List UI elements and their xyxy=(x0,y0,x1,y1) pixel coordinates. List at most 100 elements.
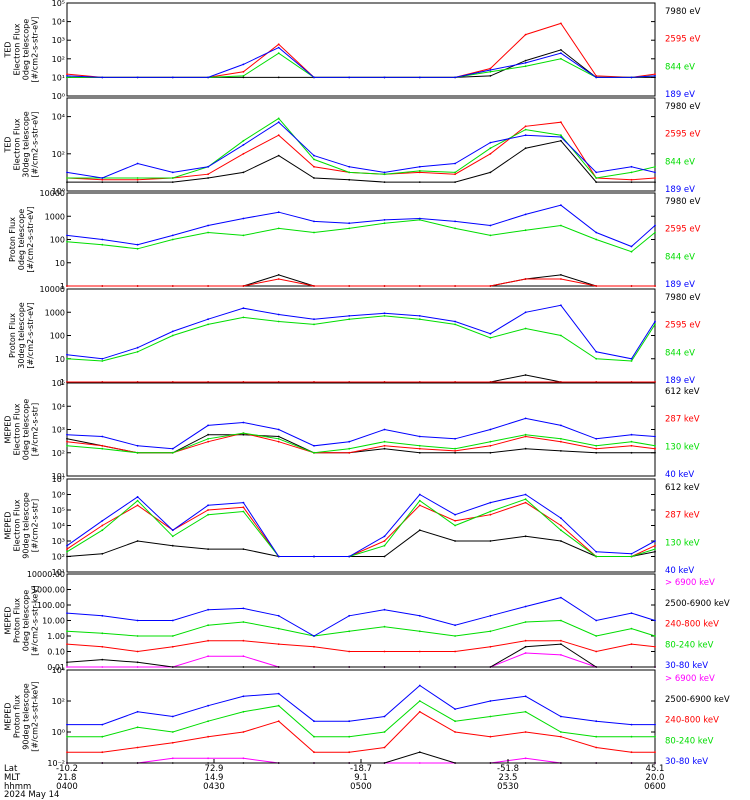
data-point xyxy=(595,381,598,383)
data-point xyxy=(277,666,280,668)
data-point xyxy=(524,498,527,501)
data-point xyxy=(207,655,210,658)
panel-frame xyxy=(66,97,656,192)
data-point xyxy=(242,710,245,713)
y-tick-label: 10000.00 xyxy=(27,570,65,579)
data-point xyxy=(524,710,527,713)
data-point xyxy=(348,451,351,454)
data-point xyxy=(66,751,68,754)
data-point xyxy=(630,360,633,362)
data-point xyxy=(348,381,351,383)
data-point xyxy=(524,639,527,642)
legend-label: > 6900 keV xyxy=(665,578,715,588)
data-point xyxy=(654,645,656,648)
data-point xyxy=(348,447,351,450)
data-point xyxy=(171,451,174,454)
data-point xyxy=(207,440,210,443)
data-point xyxy=(136,444,139,447)
data-point xyxy=(101,177,104,179)
data-point xyxy=(595,350,598,353)
data-point xyxy=(630,627,633,630)
y-axis-label-line: [#/cm2-s-str-eV] xyxy=(31,16,40,82)
data-point xyxy=(560,49,562,51)
data-point xyxy=(171,731,174,733)
legend-label: 2500-6900 keV xyxy=(665,695,730,705)
legend-label: 189 eV xyxy=(665,185,695,195)
data-point xyxy=(242,307,245,310)
data-point xyxy=(454,524,456,527)
data-point xyxy=(348,315,351,317)
data-point xyxy=(454,447,456,450)
data-point xyxy=(524,59,527,62)
data-point xyxy=(524,381,527,383)
data-point xyxy=(101,666,104,668)
panel-7: 0.01 0.10 1.00 10.00 100.00 1000.00 10000.00 ME… xyxy=(4,570,730,672)
data-point xyxy=(242,285,245,287)
data-point xyxy=(595,746,598,749)
data-point xyxy=(66,76,68,79)
data-point xyxy=(171,76,174,79)
footer-group: Lat -10.2 72.9 -18.7 -51.8 45.1 MLT 21.8 14.9 9.1… xyxy=(4,759,666,800)
data-point xyxy=(560,619,562,622)
data-point xyxy=(383,666,386,668)
y-axis-label-line: Electron Flux xyxy=(13,403,22,455)
data-point xyxy=(595,447,598,450)
data-point xyxy=(383,535,386,538)
y-tick-label: 10⁰ xyxy=(52,728,65,737)
data-point xyxy=(524,695,527,698)
data-point xyxy=(136,381,139,383)
y-axis-label: MEPEDProton Flux0deg telescope[#/cm2-s-s… xyxy=(4,585,40,656)
row-value: 0500 xyxy=(350,782,372,792)
series-line-4 xyxy=(66,204,656,248)
series-line-2 xyxy=(66,432,656,454)
series-line-1 xyxy=(66,529,656,557)
data-point xyxy=(171,334,174,337)
data-point xyxy=(454,227,456,230)
data-point xyxy=(348,614,351,617)
y-tick-label: 100 xyxy=(50,236,65,245)
data-point xyxy=(524,125,527,128)
data-point xyxy=(136,504,139,507)
y-axis-label: MEPEDElectron Flux90deg telescope[#/cm2-… xyxy=(4,492,40,559)
data-point xyxy=(630,171,633,174)
data-point xyxy=(595,555,598,558)
y-tick-label: 1.00 xyxy=(47,632,65,641)
data-point xyxy=(630,165,633,168)
data-point xyxy=(560,57,562,60)
y-tick-label: 10⁶ xyxy=(52,491,65,500)
y-tick-label: 10² xyxy=(52,55,65,64)
data-point xyxy=(630,762,633,764)
data-point xyxy=(630,751,633,754)
data-point xyxy=(418,181,421,184)
data-point xyxy=(66,285,68,287)
data-point xyxy=(313,158,315,161)
data-point xyxy=(560,22,562,25)
data-point xyxy=(418,499,421,502)
data-point xyxy=(348,630,351,633)
data-point xyxy=(418,170,421,172)
data-point xyxy=(277,134,280,137)
data-point xyxy=(348,440,351,443)
y-tick-label: 10000 xyxy=(40,189,65,198)
y-axis-label-line: Electron Flux xyxy=(13,499,22,551)
data-point xyxy=(524,128,527,131)
data-point xyxy=(242,63,245,66)
data-point xyxy=(313,381,315,383)
data-point xyxy=(630,250,633,253)
data-point xyxy=(524,757,527,760)
legend-label: 30-80 keV xyxy=(665,757,708,767)
data-point xyxy=(595,735,598,738)
legend-label: > 6900 keV xyxy=(665,674,715,684)
data-point xyxy=(560,517,562,519)
data-point xyxy=(136,162,139,165)
data-point xyxy=(277,121,280,124)
series-line-5 xyxy=(66,597,656,637)
y-tick-label: 10⁴ xyxy=(52,402,65,411)
legend-label: 844 eV xyxy=(665,252,695,262)
data-point xyxy=(171,741,174,744)
data-point xyxy=(136,619,139,622)
legend-label: 80-240 keV xyxy=(665,736,714,746)
data-point xyxy=(454,285,456,287)
data-point xyxy=(383,171,386,174)
